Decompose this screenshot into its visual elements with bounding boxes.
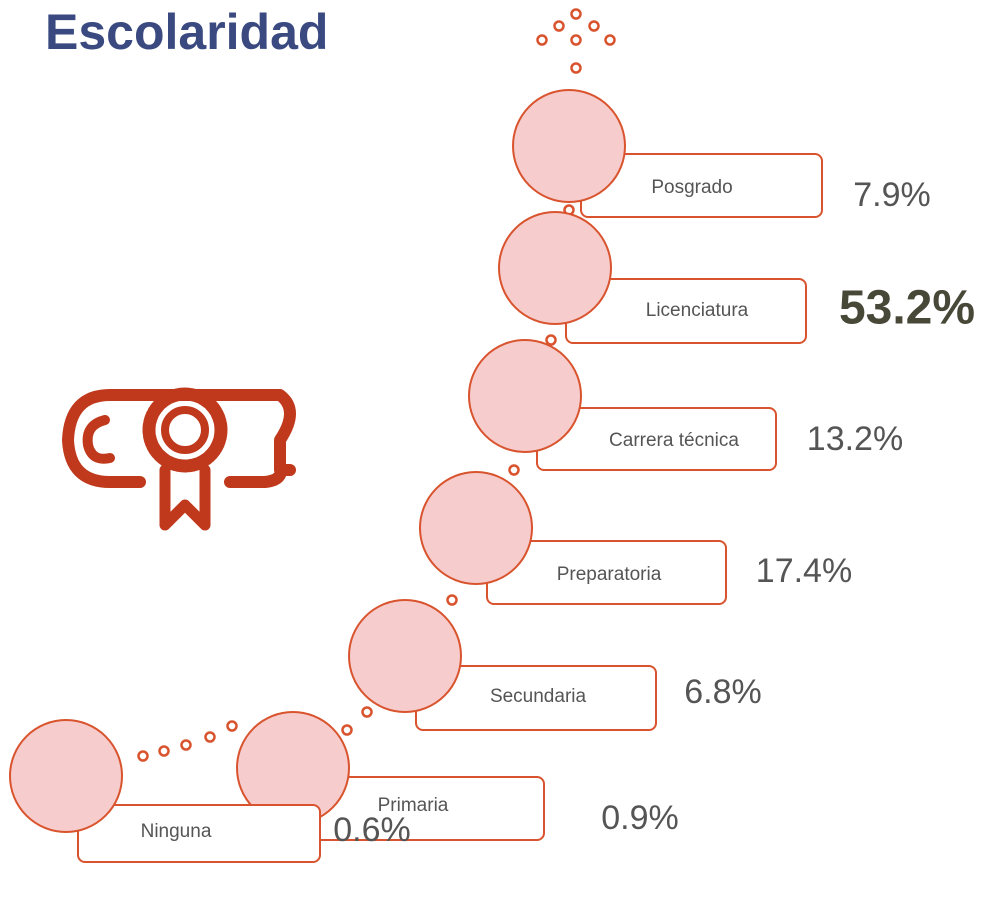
level-label: Secundaria [490,686,587,707]
level-circle [468,339,582,453]
diploma-icon [62,387,296,531]
title: Escolaridad [45,4,328,60]
level-value: 17.4% [756,552,852,590]
level-circle [498,211,612,325]
level-circle [512,89,626,203]
level-circle [9,719,123,833]
level-label: Posgrado [651,177,732,198]
level-value: 0.9% [601,799,679,837]
level-label: Ninguna [141,821,212,842]
level-value: 7.9% [853,176,931,214]
level-label: Preparatoria [557,564,662,585]
decor-dots [137,8,616,762]
level-circle [348,599,462,713]
level-value: 6.8% [684,673,762,711]
level-label: Carrera técnica [609,430,739,451]
steps: Posgrado 7.9% Licenciatura 53.2% Carrera téc… [9,89,975,863]
level-label: Primaria [378,795,449,816]
level-value: 0.6% [333,811,411,849]
level-value: 53.2% [839,282,975,335]
label-box [77,804,321,863]
level-value: 13.2% [807,420,903,458]
level-label: Licenciatura [646,300,749,321]
level-circle [419,471,533,585]
